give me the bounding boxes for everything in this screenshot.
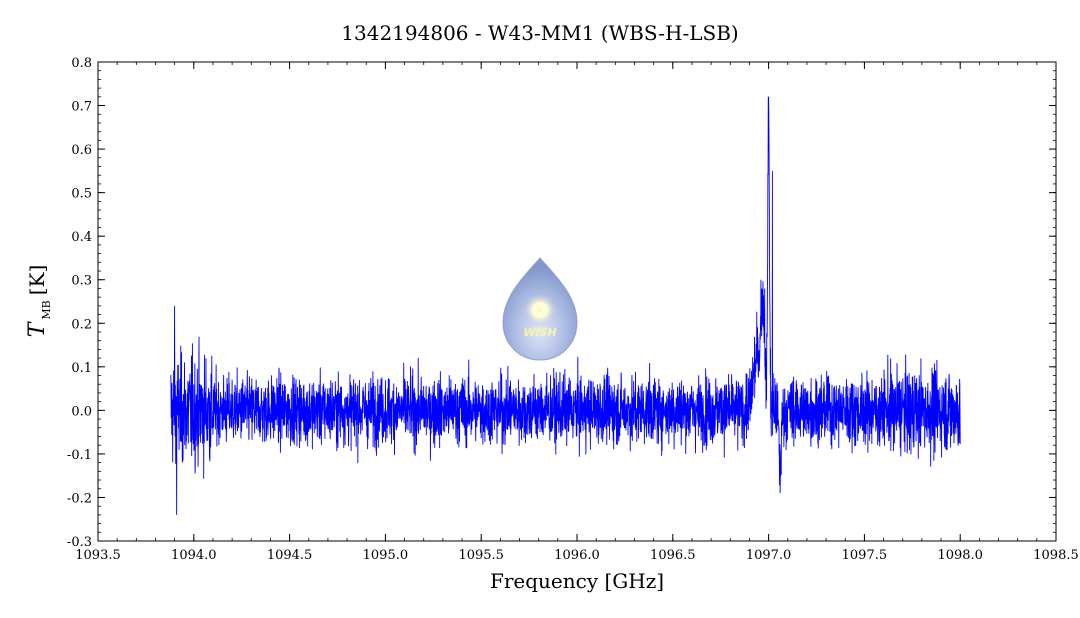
x-tick-label: 1098.5: [1033, 548, 1079, 563]
y-tick-label: -0.2: [67, 491, 92, 506]
x-tick-label: 1094.5: [267, 548, 313, 563]
y-axis-label-sub: MB: [40, 300, 53, 319]
y-tick-label: 0.4: [71, 230, 92, 245]
wish-logo-text: WISH: [523, 326, 556, 339]
y-tick-label: 0.3: [71, 274, 92, 289]
y-axis: -0.3 -0.2 -0.1 0.0 0.1 0.2 0.3 0.4 0.5 0.6 0.7 0.8: [67, 56, 1056, 550]
y-tick-label: -0.1: [67, 448, 92, 463]
x-tick-label: 1096.0: [554, 548, 600, 563]
x-tick-label: 1095.5: [458, 548, 504, 563]
y-tick-label: -0.3: [67, 535, 92, 550]
y-tick-label: 0.8: [71, 56, 92, 71]
svg-text:TMB[K]: TMB [K]: [25, 265, 53, 338]
spectrum-series: [170, 96, 961, 515]
y-axis-label-main: T: [25, 320, 50, 337]
plot-frame: [97, 61, 1057, 542]
y-axis-label: TMB [K]: [25, 265, 53, 338]
chart-title: 1342194806 - W43-MM1 (WBS-H-LSB): [341, 21, 738, 45]
y-tick-label: 0.6: [71, 143, 92, 158]
x-tick-label: 1097.0: [746, 548, 792, 563]
x-axis: 1093.5 1094.0 1094.5 1095.0 1095.5 1096.0 1096…: [75, 62, 1079, 563]
y-tick-label: 0.7: [71, 100, 92, 115]
x-tick-label: 1098.0: [937, 548, 983, 563]
y-tick-label: 0.5: [71, 187, 92, 202]
y-tick-label: 0.1: [71, 361, 92, 376]
y-tick-label: 0.2: [71, 317, 92, 332]
x-tick-label: 1094.0: [171, 548, 217, 563]
y-axis-label-unit: [K]: [25, 265, 49, 296]
x-tick-label: 1093.5: [75, 548, 121, 563]
wish-star-icon: ✳: [533, 301, 546, 320]
x-tick-label: 1097.5: [842, 548, 888, 563]
x-tick-label: 1095.0: [363, 548, 409, 563]
x-tick-label: 1096.5: [650, 548, 696, 563]
wish-logo: ✳ WISH: [502, 257, 578, 361]
y-tick-label: 0.0: [71, 404, 92, 419]
spectrum-line: [170, 96, 961, 515]
x-axis-label: Frequency [GHz]: [490, 569, 664, 593]
